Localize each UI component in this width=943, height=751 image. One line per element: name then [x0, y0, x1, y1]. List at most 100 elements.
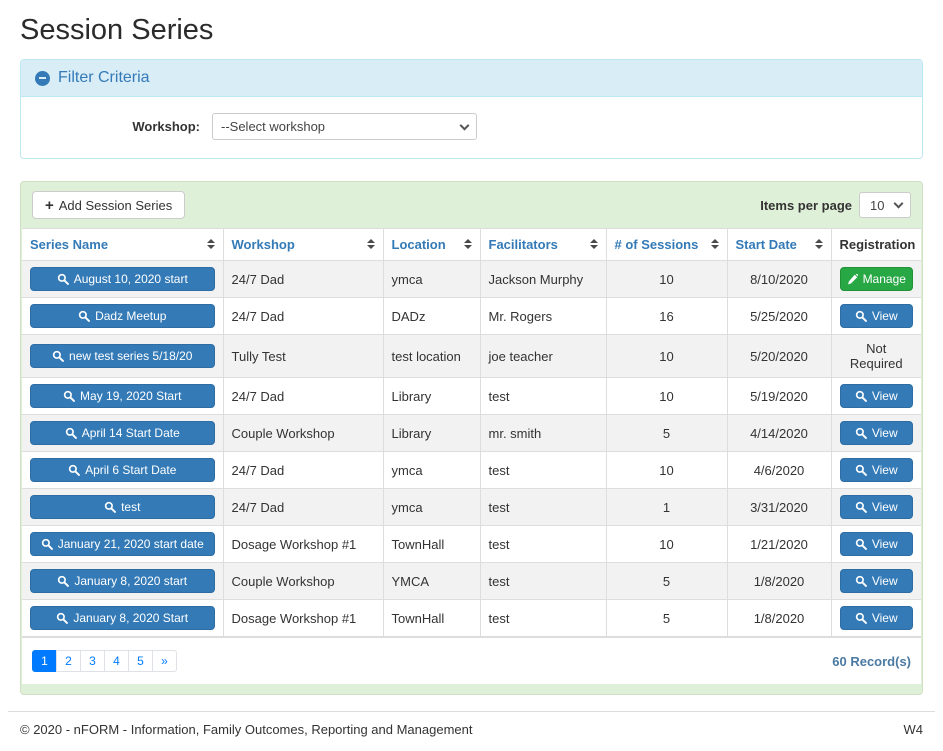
sessions-cell: 5 — [605, 599, 728, 637]
sessions-cell: 5 — [605, 562, 728, 600]
sort-icon — [463, 239, 472, 249]
page-link[interactable]: 2 — [56, 650, 81, 672]
manage-label: Manage — [862, 272, 906, 286]
view-button[interactable]: View — [839, 458, 913, 482]
column-header-series-name[interactable]: Series Name — [22, 229, 224, 261]
workshop-filter-row: Workshop: --Select workshop — [35, 113, 908, 140]
column-header-sessions[interactable]: # of Sessions — [605, 229, 728, 261]
start-date-cell: 8/10/2020 — [726, 260, 832, 298]
items-per-page-label: Items per page — [760, 197, 852, 213]
items-per-page-select[interactable]: 10 — [859, 192, 911, 218]
facilitators-cell: mr. smith — [479, 414, 607, 452]
search-icon — [855, 464, 867, 476]
column-header-location[interactable]: Location — [382, 229, 481, 261]
workshop-cell: Couple Workshop — [222, 562, 384, 600]
view-button[interactable]: View — [839, 495, 913, 519]
page-link[interactable]: » — [152, 650, 177, 672]
page-link[interactable]: 5 — [128, 650, 153, 672]
location-cell: TownHall — [382, 525, 481, 563]
workshop-cell: 24/7 Dad — [222, 451, 384, 489]
start-date-cell: 5/25/2020 — [726, 297, 832, 335]
series-name-button[interactable]: May 19, 2020 Start — [30, 384, 215, 408]
start-date-cell: 1/8/2020 — [726, 562, 832, 600]
view-button[interactable]: View — [839, 532, 913, 556]
series-name-button[interactable]: test — [30, 495, 215, 519]
column-header-facilitators[interactable]: Facilitators — [479, 229, 607, 261]
search-icon — [78, 310, 90, 322]
location-cell: ymca — [382, 451, 481, 489]
plus-icon: + — [45, 196, 54, 214]
view-button[interactable]: View — [839, 304, 913, 328]
facilitators-cell: Mr. Rogers — [479, 297, 607, 335]
page-link[interactable]: 4 — [104, 650, 129, 672]
start-date-cell: 5/19/2020 — [726, 377, 832, 415]
sort-icon — [589, 239, 598, 249]
view-label: View — [871, 309, 898, 323]
workshop-select[interactable]: --Select workshop — [212, 113, 477, 140]
sort-icon — [206, 239, 215, 249]
column-label: Facilitators — [488, 237, 558, 252]
table-row: April 6 Start Date 24/7 Dad ymca test 10… — [22, 451, 921, 489]
add-session-series-button[interactable]: + Add Session Series — [32, 191, 186, 219]
table-header-row: Series Name Workshop Location — [22, 229, 921, 261]
series-name-button[interactable]: Dadz Meetup — [30, 304, 215, 328]
workshop-cell: Tully Test — [222, 334, 384, 378]
location-cell: test location — [382, 334, 481, 378]
registration-cell: View — [830, 414, 921, 452]
column-label: Location — [391, 237, 446, 252]
view-button[interactable]: View — [839, 421, 913, 445]
series-name-button[interactable]: January 8, 2020 start — [30, 569, 215, 593]
registration-cell: View — [830, 488, 921, 526]
series-name-button[interactable]: January 21, 2020 start date — [30, 532, 215, 556]
search-icon — [855, 538, 867, 550]
filter-panel: Filter Criteria Workshop: --Select works… — [20, 59, 923, 159]
pagination-item: 2 — [56, 650, 81, 672]
site-footer: © 2020 - nFORM - Information, Family Out… — [8, 711, 935, 751]
search-icon — [855, 501, 867, 513]
series-name-button[interactable]: August 10, 2020 start — [30, 267, 215, 291]
pagination-next: » — [152, 650, 177, 672]
view-label: View — [871, 463, 898, 477]
facilitators-cell: Jackson Murphy — [479, 260, 607, 298]
series-name-label: January 8, 2020 start — [74, 574, 188, 588]
table-row: January 21, 2020 start date Dosage Works… — [22, 525, 921, 563]
view-button[interactable]: View — [839, 569, 913, 593]
series-name-label: January 21, 2020 start date — [57, 537, 204, 551]
column-header-workshop[interactable]: Workshop — [222, 229, 384, 261]
sessions-cell: 10 — [605, 525, 728, 563]
series-name-button[interactable]: new test series 5/18/20 — [30, 344, 215, 368]
view-button[interactable]: View — [839, 606, 913, 630]
search-icon — [63, 390, 75, 402]
view-button[interactable]: View — [839, 384, 913, 408]
series-name-button[interactable]: January 8, 2020 Start — [30, 606, 215, 630]
column-header-start-date[interactable]: Start Date — [726, 229, 832, 261]
column-label: Start Date — [735, 237, 797, 252]
sessions-cell: 10 — [605, 334, 728, 378]
version-label: W4 — [903, 722, 924, 737]
sessions-cell: 10 — [605, 260, 728, 298]
series-name-button[interactable]: April 14 Start Date — [30, 421, 215, 445]
series-name-label: new test series 5/18/20 — [69, 349, 193, 363]
main-container: Session Series Filter Criteria Workshop:… — [0, 0, 943, 695]
search-icon — [855, 427, 867, 439]
column-label: Workshop — [231, 237, 295, 252]
table-row: test 24/7 Dad ymca test 1 3/31/2020 View — [22, 488, 921, 526]
facilitators-cell: joe teacher — [479, 334, 607, 378]
pencil-icon — [847, 273, 858, 284]
manage-button[interactable]: Manage — [839, 267, 913, 291]
series-name-button[interactable]: April 6 Start Date — [30, 458, 215, 482]
page-link[interactable]: 3 — [80, 650, 105, 672]
series-name-label: August 10, 2020 start — [73, 272, 188, 286]
start-date-cell: 3/31/2020 — [726, 488, 832, 526]
workshop-label: Workshop: — [132, 119, 200, 134]
filter-panel-header[interactable]: Filter Criteria — [21, 60, 922, 97]
location-cell: DADz — [382, 297, 481, 335]
start-date-cell: 4/6/2020 — [726, 451, 832, 489]
column-header-registration: Registration — [830, 229, 921, 261]
collapse-minus-icon[interactable] — [35, 70, 50, 86]
page-link[interactable]: 1 — [32, 650, 57, 672]
pagination-item: 3 — [80, 650, 105, 672]
table-row: January 8, 2020 Start Dosage Workshop #1… — [22, 599, 921, 637]
table-toolbar: + Add Session Series Items per page 10 — [22, 182, 921, 228]
